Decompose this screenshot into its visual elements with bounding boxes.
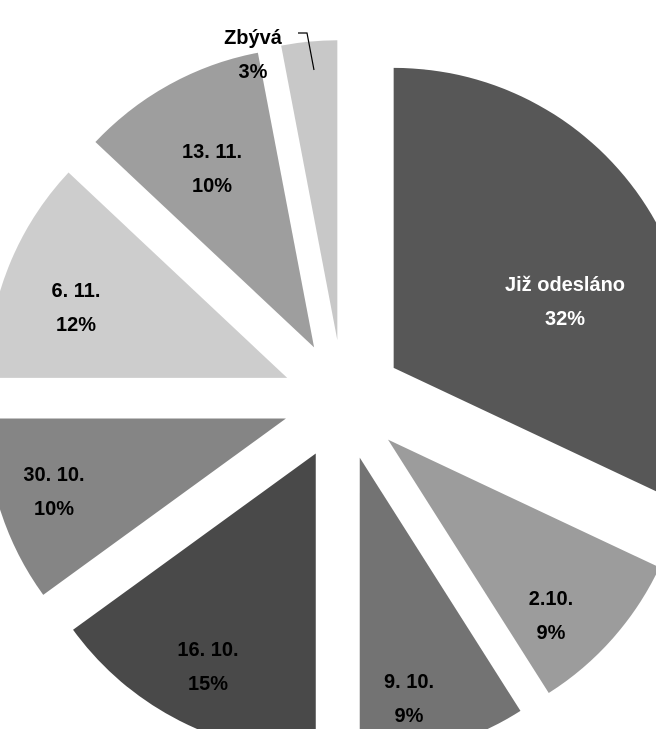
leader-line (298, 32, 315, 71)
slice-percent: 32% (545, 308, 585, 330)
slice-percent: 9% (395, 705, 424, 727)
pie-slice-16-10 (73, 453, 316, 729)
pie-labels: Již odesláno 32% 2.10. 9% 9. 10. 9% 16. 10. 15%… (23, 27, 625, 727)
slice-category: 13. 11. (182, 141, 242, 163)
slice-category: Zbývá (224, 27, 283, 49)
pie-slice-2-10 (388, 439, 656, 693)
slice-category: 30. 10. (23, 464, 84, 486)
slice-category: 2.10. (529, 588, 573, 610)
slice-percent: 10% (192, 175, 232, 197)
pie-slice-30-10 (0, 418, 286, 595)
slice-percent: 3% (239, 61, 268, 83)
slice-percent: 9% (537, 622, 566, 644)
slice-label-16-10: 16. 10. 15% (177, 639, 238, 695)
slice-category: 6. 11. (52, 280, 101, 302)
pie-slice-9-10 (359, 457, 521, 729)
slice-label-zbyva: Zbývá 3% (224, 27, 283, 83)
pie-slice-jiz-odeslano (393, 67, 656, 492)
pie-slice-6-11 (0, 172, 288, 378)
slice-percent: 10% (34, 498, 74, 520)
slice-label-jiz-odeslano: Již odesláno 32% (505, 274, 625, 330)
slice-percent: 15% (188, 673, 228, 695)
slice-category: 9. 10. (384, 671, 434, 693)
slice-label-6-11: 6. 11. 12% (52, 280, 101, 336)
pie-slice-13-11 (95, 52, 315, 348)
slice-label-30-10: 30. 10. 10% (23, 464, 84, 520)
slice-percent: 12% (56, 314, 96, 336)
pie-slices (0, 40, 656, 729)
slice-label-9-10: 9. 10. 9% (384, 671, 434, 727)
pie-slice-zbyva (281, 40, 338, 341)
slice-label-2-10: 2.10. 9% (529, 588, 573, 644)
slice-label-13-11: 13. 11. 10% (182, 141, 242, 197)
slice-category: 16. 10. (177, 639, 238, 661)
slice-category: Již odesláno (505, 274, 625, 296)
